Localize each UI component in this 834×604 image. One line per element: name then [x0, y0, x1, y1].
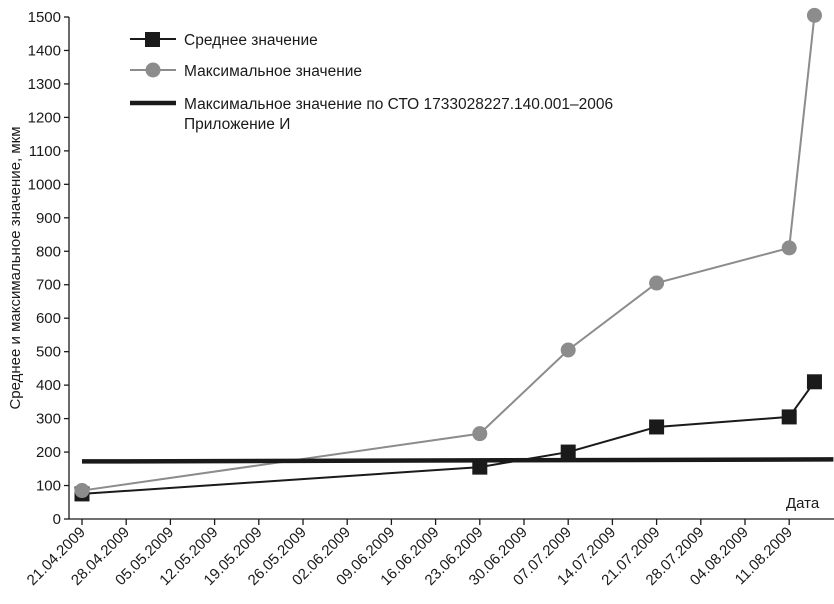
y-tick-label: 500	[36, 344, 61, 361]
data-point-mean	[472, 459, 488, 475]
data-point-max	[781, 240, 797, 256]
legend-item-standard: Максимальное значение по СТО 1733028227.…	[130, 96, 613, 133]
y-tick-label: 1000	[28, 176, 61, 193]
data-point-max	[806, 7, 822, 23]
y-tick-label: 800	[36, 243, 61, 260]
y-axis-label: Среднее и максимальное значение, мкм	[7, 126, 24, 409]
legend-item-mean: Среднее значение	[130, 32, 318, 49]
legend-label-standard: Максимальное значение по СТО 1733028227.…	[184, 96, 613, 113]
series-layer	[74, 7, 834, 502]
y-tick-label: 0	[53, 511, 61, 528]
legend-label-max: Максимальное значение	[184, 63, 362, 80]
y-tick-label: 1500	[28, 9, 61, 26]
legend-marker-max	[145, 62, 161, 78]
data-point-max	[560, 342, 576, 358]
x-ticks: 21.04.200928.04.200905.05.200912.05.2009…	[24, 519, 796, 589]
series-line-standard	[81, 457, 834, 464]
data-point-max	[472, 426, 488, 442]
y-tick-label: 100	[36, 478, 61, 495]
y-tick-label: 1300	[28, 76, 61, 93]
y-tick-label: 1100	[29, 143, 61, 160]
legend: Среднее значение Максимальное значение М…	[130, 32, 613, 133]
data-point-mean	[781, 409, 797, 425]
y-tick-label: 200	[36, 444, 61, 461]
series-line-max	[81, 15, 816, 492]
data-point-mean	[806, 374, 822, 390]
y-tick-label: 1400	[28, 42, 61, 59]
data-point-max	[74, 483, 90, 499]
legend-label-mean: Среднее значение	[184, 32, 318, 49]
data-point-mean	[649, 419, 665, 435]
y-tick-label: 300	[36, 411, 61, 428]
x-axis-label: Дата	[786, 495, 820, 512]
legend-marker-mean	[145, 32, 160, 47]
y-tick-label: 600	[36, 310, 61, 327]
y-tick-label: 700	[36, 277, 61, 294]
y-tick-label: 400	[36, 377, 61, 394]
y-tick-label: 1200	[28, 109, 61, 126]
data-point-mean	[560, 444, 576, 460]
data-point-max	[649, 275, 665, 291]
y-ticks: 0 100 200 300 400 500 600 700 800 900 1000 1100 1200…	[28, 9, 69, 528]
y-tick-label: 900	[36, 210, 61, 227]
legend-item-max: Максимальное значение	[130, 62, 362, 80]
legend-label-standard-line2: Приложение И	[184, 116, 290, 133]
